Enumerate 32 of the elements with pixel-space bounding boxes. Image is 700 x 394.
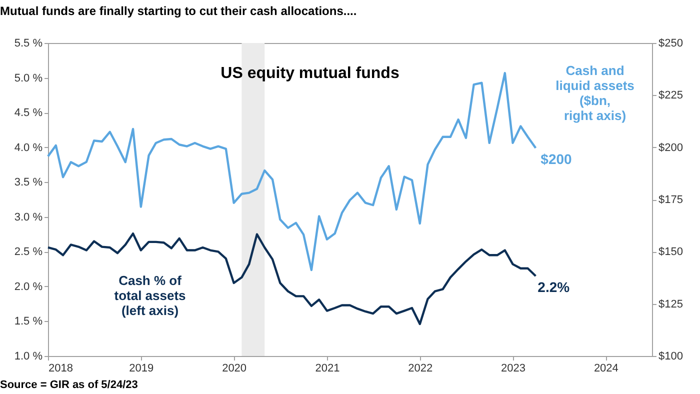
y-tick-label: 3.5 % xyxy=(14,176,43,189)
y2-tick-label: $250 xyxy=(658,38,683,50)
x-tick-label: 2022 xyxy=(408,362,433,374)
data-label: 2.2% xyxy=(538,279,570,296)
y-tick-label: 5.5 % xyxy=(14,38,43,50)
y2-tick-label: $150 xyxy=(658,246,683,258)
text: Cash and liquid assets ($bn, right axis) xyxy=(556,63,634,123)
y2-tick-label: $225 xyxy=(658,90,683,102)
line-series xyxy=(46,232,537,326)
y-tick-label: 5.0 % xyxy=(14,72,43,84)
chart-title: Mutual funds are finally starting to cut their cash allocations.... xyxy=(0,4,357,18)
y-tick-label: 1.0 % xyxy=(14,350,43,362)
y2-tick-label: $175 xyxy=(658,194,683,206)
y2-tick-label: $125 xyxy=(658,298,683,310)
y-tick-label: 4.5 % xyxy=(14,107,43,120)
y-tick-label: 3.0 % xyxy=(14,211,43,224)
x-tick-label: 2023 xyxy=(501,362,526,374)
x-tick-label: 2020 xyxy=(222,362,247,374)
x-tick-label: 2018 xyxy=(48,362,73,374)
y-tick-label: 1.5 % xyxy=(14,316,43,328)
y2-tick-label: $200 xyxy=(658,142,683,154)
x-tick-label: 2019 xyxy=(129,362,154,374)
data-label: $200 xyxy=(540,150,572,167)
y-tick-label: 4.0 % xyxy=(14,142,43,154)
y-tick-label: 2.0 % xyxy=(14,280,43,293)
x-tick-label: 2024 xyxy=(594,362,618,374)
source-note: Source = GIR as of 5/24/23 xyxy=(0,379,138,391)
y2-tick-label: $100 xyxy=(658,350,683,362)
text: US equity mutual funds xyxy=(220,65,400,82)
y-tick-label: 2.5 % xyxy=(14,246,43,258)
x-tick-label: 2021 xyxy=(315,362,340,374)
series-label: Cash % of total assets (left axis) xyxy=(114,273,186,318)
